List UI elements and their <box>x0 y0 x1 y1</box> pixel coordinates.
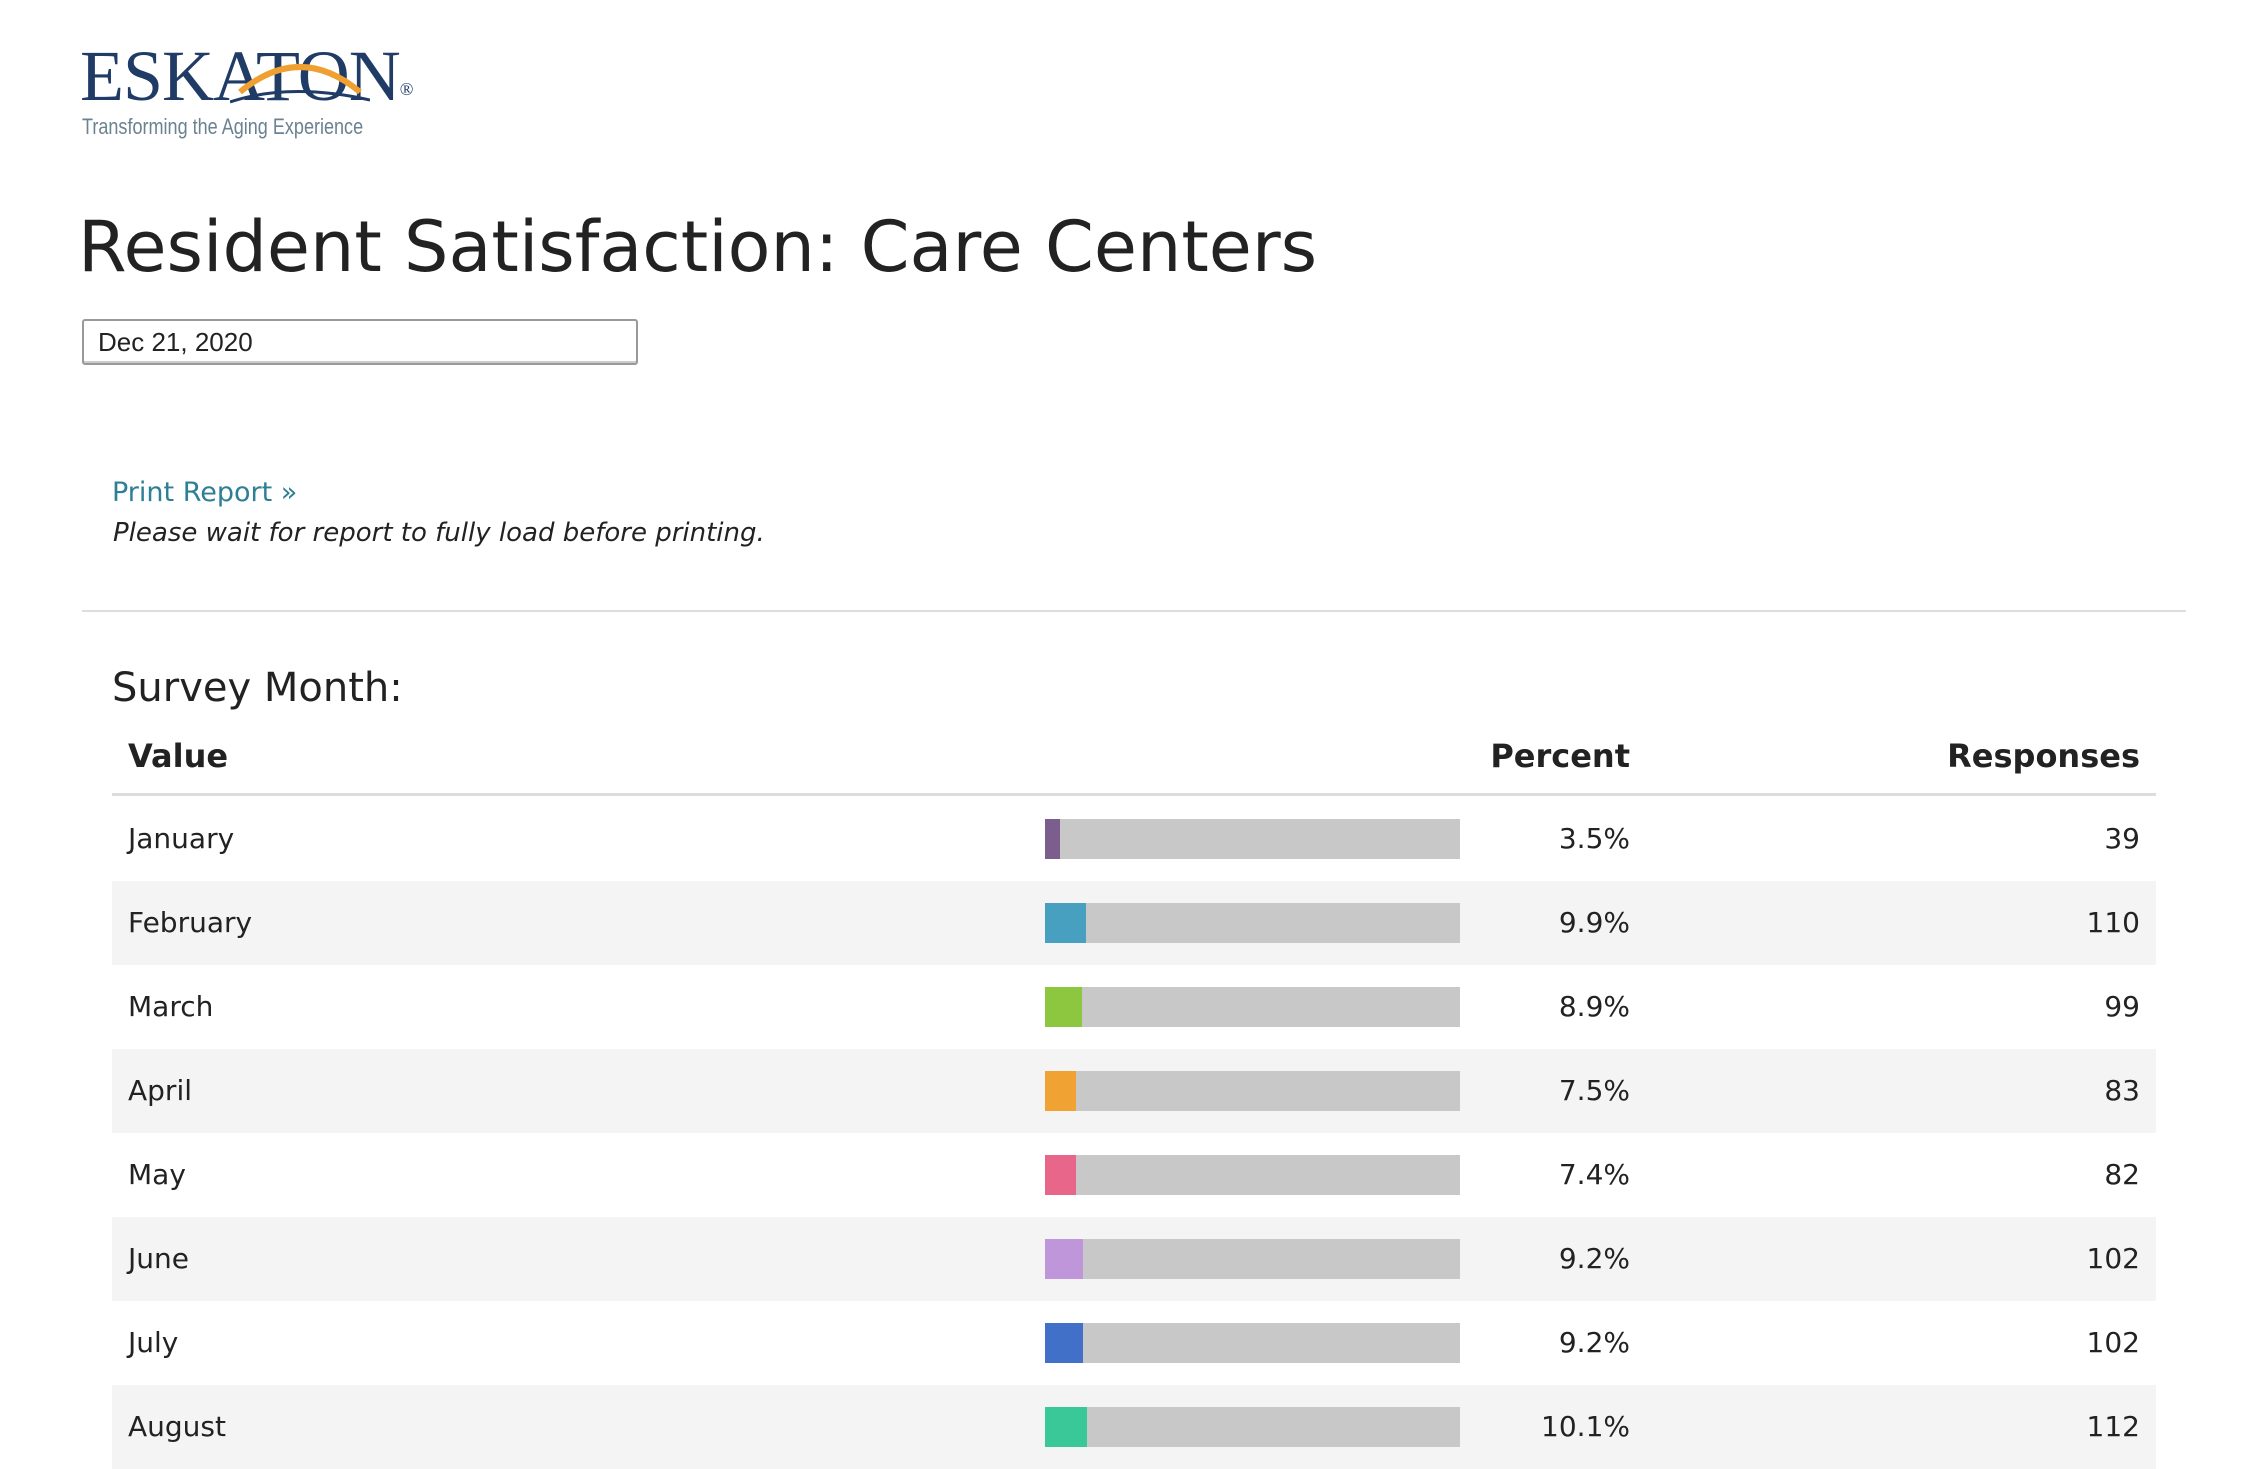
row-responses: 110 <box>2086 906 2140 939</box>
table-row: May 7.4% 82 <box>112 1133 2156 1217</box>
row-responses: 112 <box>2086 1410 2140 1443</box>
table-row: February 9.9% 110 <box>112 881 2156 965</box>
logo-tagline: Transforming the Aging Experience <box>82 114 364 139</box>
bar-track <box>1045 1239 1460 1279</box>
row-percent: 7.4% <box>1558 1158 1630 1191</box>
bar-track <box>1045 1071 1460 1111</box>
table-row: April 7.5% 83 <box>112 1049 2156 1133</box>
table-row: January 3.5% 39 <box>112 797 2156 881</box>
bar <box>1045 1323 1084 1363</box>
bar-track <box>1045 987 1460 1027</box>
table-row: June 9.2% 102 <box>112 1217 2156 1301</box>
column-header: Value <box>128 737 229 775</box>
table-row: March 8.9% 99 <box>112 965 2156 1049</box>
bar-track <box>1045 1323 1460 1363</box>
row-responses: 99 <box>2104 990 2140 1023</box>
print-link[interactable]: Print Report » <box>112 477 298 508</box>
table-row: July 9.2% 102 <box>112 1301 2156 1385</box>
bar-track <box>1045 1407 1460 1447</box>
bar <box>1045 1239 1084 1279</box>
row-percent: 3.5% <box>1558 822 1630 855</box>
table-title: Survey Month: <box>112 665 403 711</box>
page-title: Resident Satisfaction: Care Centers <box>78 206 1318 288</box>
row-percent: 9.2% <box>1558 1242 1630 1275</box>
bar-track <box>1045 819 1460 859</box>
divider <box>82 610 2186 612</box>
row-value: June <box>128 1242 189 1275</box>
row-value: August <box>128 1410 226 1443</box>
print-note: Please wait for report to fully load bef… <box>113 518 765 548</box>
row-responses: 83 <box>2104 1074 2140 1107</box>
row-percent: 9.9% <box>1558 906 1630 939</box>
row-value: January <box>128 822 235 855</box>
row-percent: 7.5% <box>1558 1074 1630 1107</box>
bar <box>1045 819 1060 859</box>
column-header: Responses <box>1947 737 2140 775</box>
row-percent: 8.9% <box>1558 990 1630 1023</box>
row-value: May <box>128 1158 186 1191</box>
row-percent: 10.1% <box>1541 1410 1630 1443</box>
bar-track <box>1045 903 1460 943</box>
logo-arc <box>230 64 370 104</box>
row-responses: 102 <box>2086 1326 2140 1359</box>
header-rule <box>112 793 2156 796</box>
row-value: March <box>128 990 214 1023</box>
row-responses: 102 <box>2086 1242 2140 1275</box>
logo-mark: ® <box>399 79 414 99</box>
row-value: February <box>128 906 253 939</box>
row-responses: 39 <box>2104 822 2140 855</box>
row-value: April <box>128 1074 192 1107</box>
row-responses: 82 <box>2104 1158 2140 1191</box>
column-header: Percent <box>1490 737 1630 775</box>
date-input[interactable]: Dec 21, 2020 <box>82 319 638 365</box>
row-value: July <box>128 1326 179 1359</box>
bar-track <box>1045 1155 1460 1195</box>
table-row: August 10.1% 112 <box>112 1385 2156 1469</box>
page: ESKATON® Transforming the Aging Experien… <box>78 40 2186 1469</box>
bar <box>1045 987 1082 1027</box>
bar <box>1045 1071 1077 1111</box>
bar <box>1045 903 1087 943</box>
row-percent: 9.2% <box>1558 1326 1630 1359</box>
bar <box>1045 1407 1087 1447</box>
bar <box>1045 1155 1076 1195</box>
